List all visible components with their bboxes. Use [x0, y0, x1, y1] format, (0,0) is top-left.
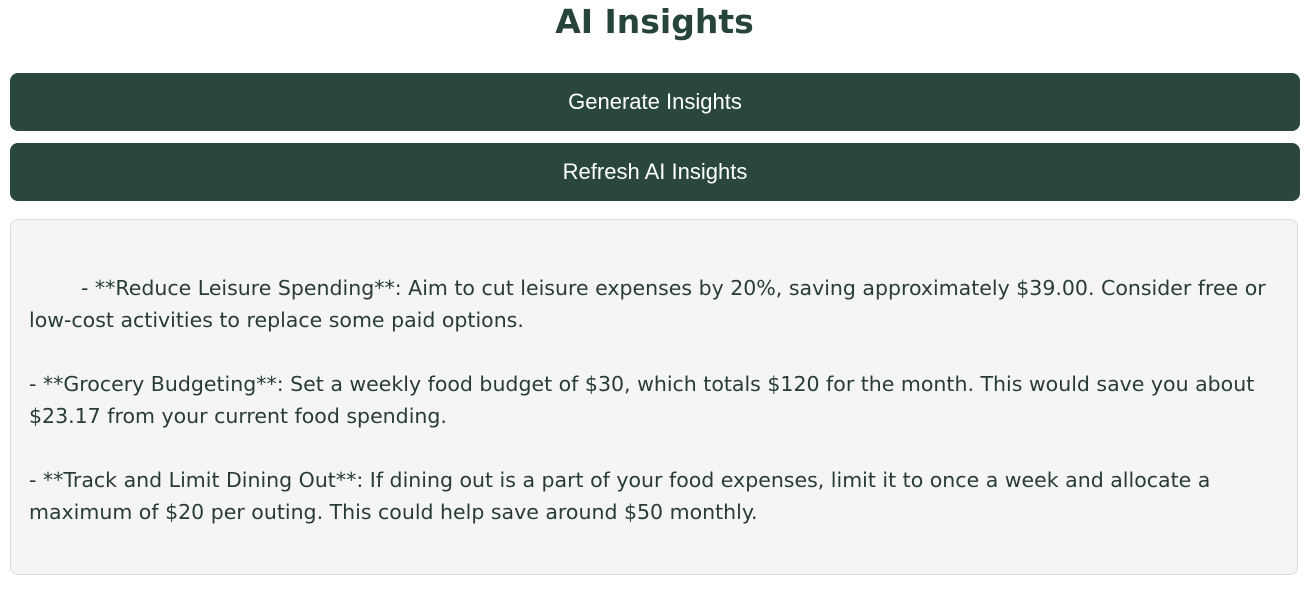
insights-panel: - **Reduce Leisure Spending**: Aim to cu…	[10, 219, 1298, 575]
insight-item-leisure: - **Reduce Leisure Spending**: Aim to cu…	[29, 276, 1266, 332]
insight-item-dining: - **Track and Limit Dining Out**: If din…	[29, 468, 1211, 524]
page-title: AI Insights	[555, 2, 754, 41]
refresh-ai-insights-button[interactable]: Refresh AI Insights	[10, 143, 1300, 201]
generate-insights-button[interactable]: Generate Insights	[10, 73, 1300, 131]
insight-item-grocery: - **Grocery Budgeting**: Set a weekly fo…	[29, 372, 1255, 428]
